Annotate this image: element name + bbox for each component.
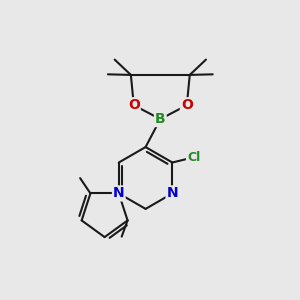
Text: N: N [113, 186, 124, 200]
Text: O: O [128, 98, 140, 112]
Text: B: B [155, 112, 166, 126]
Text: O: O [181, 98, 193, 112]
Text: Cl: Cl [187, 151, 200, 164]
Text: N: N [167, 186, 178, 200]
